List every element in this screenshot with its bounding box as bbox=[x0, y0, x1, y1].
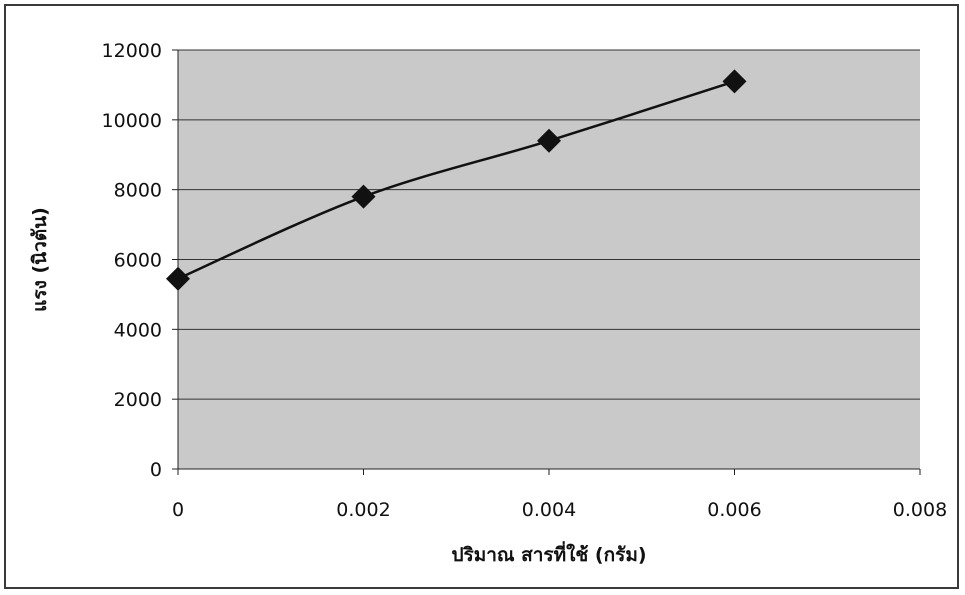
x-tick-label: 0.006 bbox=[707, 499, 761, 521]
y-tick-label: 0 bbox=[150, 459, 162, 481]
y-tick-labels: 0 2000 4000 6000 8000 10000 12000 bbox=[102, 40, 162, 481]
y-tick-label: 12000 bbox=[102, 40, 162, 62]
data-point-marker bbox=[351, 184, 376, 209]
y-axis-title: แรง (นิวตัน) bbox=[29, 207, 51, 312]
gridlines bbox=[178, 49, 920, 400]
y-tick-label: 8000 bbox=[114, 180, 162, 202]
x-tick-label: 0.004 bbox=[522, 499, 576, 521]
x-tick-label: 0.008 bbox=[893, 499, 947, 521]
data-markers bbox=[166, 69, 747, 291]
x-tick-label: 0 bbox=[172, 499, 184, 521]
data-point-marker bbox=[166, 266, 190, 291]
data-point-marker bbox=[537, 128, 561, 153]
y-tick-label: 4000 bbox=[114, 319, 162, 341]
series-line bbox=[177, 80, 735, 280]
x-tick-labels: 0 0.002 0.004 0.006 0.008 bbox=[172, 499, 947, 521]
y-tick-label: 2000 bbox=[114, 389, 162, 411]
y-tick-label: 10000 bbox=[102, 110, 162, 132]
axes bbox=[172, 49, 921, 475]
x-tick-label: 0.002 bbox=[336, 499, 390, 521]
data-point-marker bbox=[722, 69, 747, 94]
y-tick-label: 6000 bbox=[114, 250, 162, 272]
x-axis-title: ปริมาณ สารที่ใช้ (กรัม) bbox=[451, 541, 646, 566]
